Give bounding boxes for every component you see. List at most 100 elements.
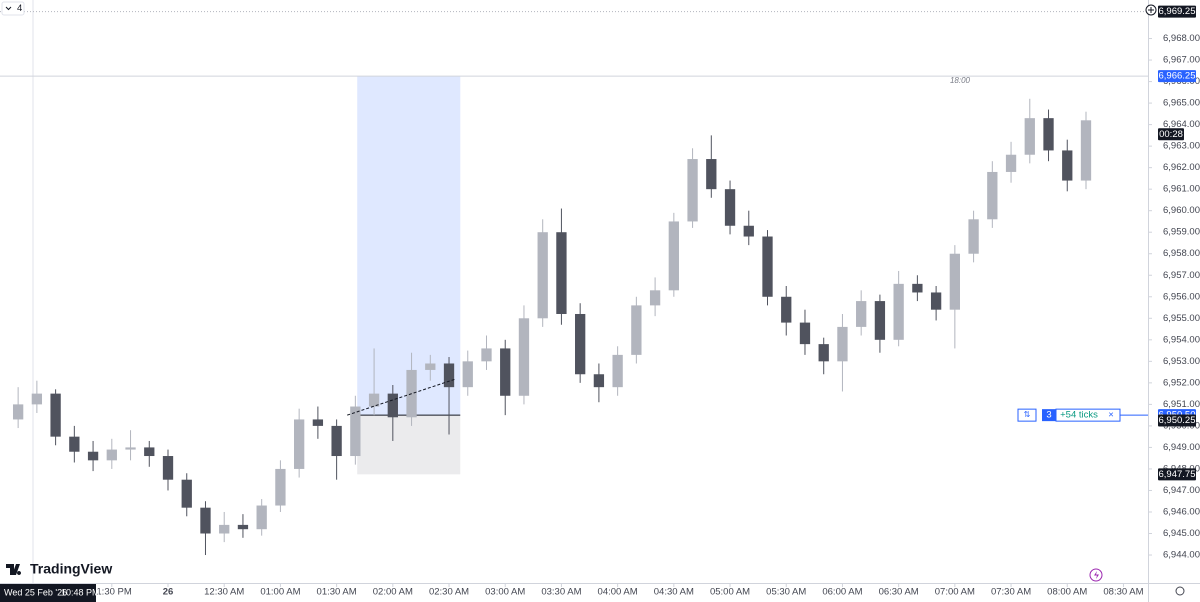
session-label: 18:00 bbox=[950, 76, 971, 85]
x-tick-label: 02:00 AM bbox=[373, 587, 413, 598]
crosshair-time: 10:48 PM bbox=[61, 587, 100, 597]
toolbar-label: 4 bbox=[17, 3, 22, 14]
x-tick-label: 01:30 AM bbox=[317, 587, 357, 598]
countdown-box bbox=[1158, 128, 1184, 141]
candle-body bbox=[500, 348, 511, 396]
x-tick-label: 05:00 AM bbox=[710, 587, 750, 598]
candle-body bbox=[219, 524, 230, 534]
axes: 6,944.006,945.006,946.006,947.006,948.00… bbox=[0, 5, 1200, 602]
price-label: 6,969.25 bbox=[1159, 6, 1196, 17]
y-tick-label: 6,954.00 bbox=[1163, 334, 1200, 345]
candle-body bbox=[874, 301, 886, 340]
x-tick-label: 04:00 AM bbox=[598, 587, 638, 598]
plus-icon bbox=[1148, 7, 1154, 13]
brand-text: TradingView bbox=[30, 561, 112, 577]
x-tick-label: 08:00 AM bbox=[1047, 587, 1087, 598]
y-tick-label: 6,944.00 bbox=[1163, 550, 1200, 561]
candle-body bbox=[556, 232, 567, 314]
price-label: 6,966.25 bbox=[1159, 71, 1196, 82]
candle-body bbox=[368, 393, 380, 407]
candle-body bbox=[893, 283, 904, 340]
loss-zone bbox=[357, 415, 461, 475]
x-tick-label: 03:00 AM bbox=[485, 587, 525, 598]
y-tick-label: 6,949.00 bbox=[1163, 442, 1200, 453]
candle-body bbox=[293, 419, 305, 469]
y-tick-label: 6,958.00 bbox=[1163, 248, 1200, 259]
candle-body bbox=[237, 524, 249, 530]
brand-logo: TradingView bbox=[6, 561, 112, 577]
candle-body bbox=[987, 171, 998, 220]
candle-body bbox=[181, 479, 192, 508]
candle-body bbox=[968, 219, 979, 254]
candle-body bbox=[106, 449, 117, 461]
x-tick-label: 02:30 AM bbox=[429, 587, 469, 598]
x-tick-label: 06:30 AM bbox=[879, 587, 919, 598]
plot-area: ⇅ 3 +54 ticks × bbox=[0, 11, 1148, 556]
candle-body bbox=[799, 322, 811, 345]
order-quantity-box bbox=[1042, 409, 1056, 422]
candle-body bbox=[481, 348, 492, 362]
y-tick-label: 6,956.00 bbox=[1163, 291, 1200, 302]
candle-body bbox=[256, 505, 267, 530]
x-tick-label: 01:00 AM bbox=[260, 587, 300, 598]
candle-body bbox=[1005, 154, 1017, 172]
order-pnl-box bbox=[1055, 408, 1121, 422]
candle-body bbox=[12, 404, 24, 420]
candle-body bbox=[743, 225, 754, 237]
y-tick-label: 6,955.00 bbox=[1163, 313, 1200, 324]
candle-body bbox=[612, 354, 623, 388]
candle-body bbox=[443, 363, 455, 388]
candle-body bbox=[50, 393, 61, 437]
price-label-box bbox=[1158, 70, 1196, 83]
candle-body bbox=[462, 361, 473, 388]
price-label: 6,947.75 bbox=[1159, 469, 1196, 480]
candle-body bbox=[144, 447, 155, 457]
candle-body bbox=[949, 253, 961, 310]
x-tick-label: 06:00 AM bbox=[822, 587, 862, 598]
candle-body bbox=[781, 296, 792, 323]
x-tick-label: 03:30 AM bbox=[541, 587, 581, 598]
settings-icon[interactable] bbox=[1175, 586, 1185, 596]
crosshair-date: Wed 25 Feb '26 bbox=[4, 587, 67, 597]
price-label: 6,950.25 bbox=[1159, 415, 1196, 426]
y-tick-label: 6,962.00 bbox=[1163, 162, 1200, 173]
candle-body bbox=[331, 425, 342, 457]
order-close[interactable]: × bbox=[1108, 410, 1114, 421]
y-tick-label: 6,965.00 bbox=[1163, 98, 1200, 109]
y-tick-label: 6,957.00 bbox=[1163, 270, 1200, 281]
brand-icon bbox=[6, 564, 22, 575]
trade-path bbox=[347, 378, 456, 416]
order-reverse-button[interactable] bbox=[1017, 408, 1037, 422]
candle-body bbox=[706, 159, 717, 190]
x-tick-label: 26 bbox=[163, 587, 174, 598]
y-tick-label: 6,952.00 bbox=[1163, 377, 1200, 388]
toolbar-toggle[interactable] bbox=[1, 1, 25, 16]
candle-body bbox=[1024, 118, 1035, 155]
price-label-box bbox=[1158, 468, 1196, 481]
candle-body bbox=[649, 290, 661, 306]
x-tick-label: 11:30 PM bbox=[92, 587, 132, 598]
order-quantity: 3 bbox=[1046, 410, 1051, 421]
candle-body bbox=[856, 301, 867, 327]
candle-body bbox=[31, 393, 43, 405]
candle-body bbox=[930, 292, 942, 310]
lightning-icon bbox=[1094, 571, 1099, 579]
x-tick-label: 04:30 AM bbox=[654, 587, 694, 598]
candle-body bbox=[1043, 118, 1054, 151]
y-tick-label: 6,945.00 bbox=[1163, 528, 1200, 539]
countdown: 00:28 bbox=[1159, 129, 1183, 140]
y-tick-label: 6,961.00 bbox=[1163, 184, 1200, 195]
candle-body bbox=[668, 221, 679, 291]
candle-body bbox=[275, 468, 286, 506]
candle-body bbox=[762, 236, 773, 297]
y-tick-label: 6,953.00 bbox=[1163, 356, 1200, 367]
alert-icon[interactable] bbox=[1089, 568, 1103, 582]
candle-body bbox=[837, 326, 848, 362]
candle-body bbox=[537, 232, 548, 319]
candle-body bbox=[575, 313, 586, 375]
candle-body bbox=[87, 451, 99, 461]
candle-body bbox=[1080, 120, 1092, 181]
candle-body bbox=[631, 305, 642, 355]
